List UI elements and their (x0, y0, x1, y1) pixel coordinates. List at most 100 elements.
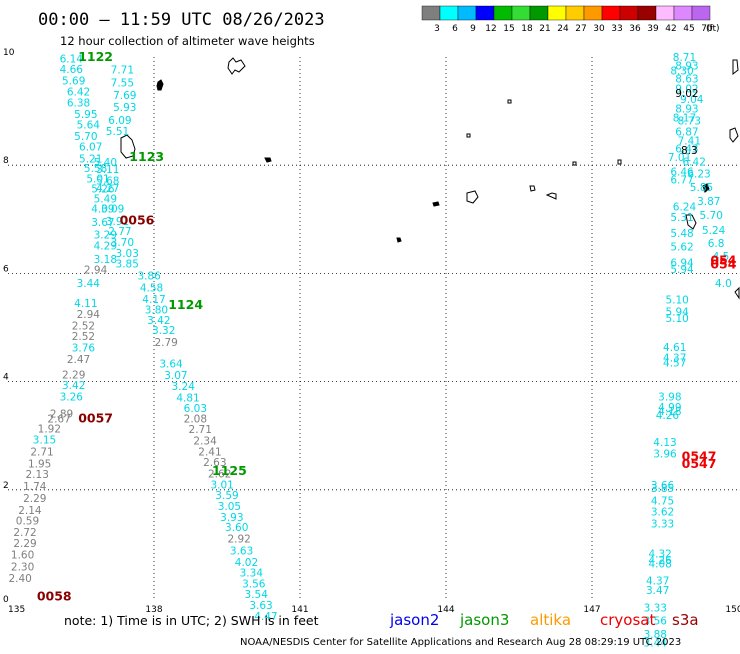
colorbar-unit: (ft) (706, 24, 720, 34)
swh-value: 3.60 (225, 522, 248, 534)
swh-value: 3.56 (644, 616, 668, 628)
swh-value: 5.21 (79, 154, 102, 166)
swh-value: 6.14 (60, 54, 84, 66)
swh-value: 6.24 (673, 201, 697, 213)
swh-value: 3.87 (697, 196, 720, 208)
island-outline (264, 157, 272, 163)
colorbar-swatch (655, 5, 675, 21)
satellite-legend-entry: cryosat (600, 611, 655, 629)
swh-value: 3.11 (96, 164, 119, 176)
swh-value: 3.76 (72, 343, 96, 355)
pass-label: 1125 (212, 463, 247, 478)
swh-value: 1.95 (28, 458, 51, 470)
swh-value: 3.07 (164, 370, 187, 382)
colorbar-swatch (673, 5, 693, 21)
chart-subtitle: 12 hour collection of altimeter wave hei… (60, 34, 315, 48)
swh-value: 4.27 (96, 183, 119, 195)
swh-value: 5.01 (86, 174, 109, 186)
coastline-outlines (120, 57, 740, 300)
swh-value: 3.26 (60, 392, 84, 404)
swh-value: 3.44 (644, 637, 668, 649)
swh-value: 9.02 (675, 88, 698, 100)
swh-value: 3.33 (644, 603, 667, 615)
swh-value: 2.92 (227, 533, 250, 545)
colorbar-label: 70 (701, 24, 713, 34)
swh-value: 1.92 (38, 424, 61, 436)
swh-value: 5.70 (74, 131, 97, 143)
swh-value: 3.98 (658, 392, 681, 404)
swh-value: 8.73 (678, 115, 701, 127)
swh-value: 4.13 (653, 437, 676, 449)
plot-grid: 135 138 141 144 147 150 0 2 4 6 8 10 (3, 48, 740, 615)
x-tick-label: 144 (437, 605, 454, 615)
swh-value: 6.94 (670, 258, 694, 270)
swh-value: 3.47 (646, 585, 669, 597)
swh-value: 7.01 (668, 152, 691, 164)
x-tick-label: 138 (145, 605, 162, 615)
swh-value: 3.01 (210, 479, 233, 491)
swh-value: 3.64 (159, 359, 183, 371)
x-tick-label: 147 (583, 605, 600, 615)
colorbar-label: 24 (557, 24, 569, 34)
swh-value: 3.93 (220, 512, 243, 524)
swh-value: 3.91 (106, 216, 129, 228)
colorbar-swatch (565, 5, 585, 21)
y-tick-label: 10 (3, 48, 15, 58)
swh-value: 6.42 (67, 87, 90, 99)
swh-value: 2.72 (13, 527, 36, 539)
island-outline (732, 59, 739, 76)
satellite-legend-entry: s3a (672, 611, 699, 629)
swh-value: 5.68 (96, 175, 119, 187)
swh-value: 9.02 (675, 83, 698, 95)
pass-label: 054 (710, 252, 736, 267)
swh-value: 3.29 (94, 229, 117, 241)
pass-label: 1122 (78, 49, 113, 64)
swh-value: 2.29 (62, 370, 85, 382)
swh-value: 2.40 (8, 573, 31, 585)
swh-value: 3.42 (147, 315, 170, 327)
swh-value: 6.03 (184, 403, 207, 415)
swh-value: 2.34 (193, 436, 217, 448)
swh-value: 5.26 (91, 183, 115, 195)
swh-value: 3.03 (116, 248, 139, 260)
swh-value: 8.63 (675, 74, 698, 86)
swh-value: 3.63 (230, 545, 253, 557)
swh-value: 3.18 (94, 254, 117, 266)
swh-value: 6.77 (670, 174, 693, 186)
swh-value: 4.58 (140, 282, 163, 294)
swh-value: 2.67 (47, 413, 70, 425)
swh-value: 5.10 (665, 313, 688, 325)
swh-value: 4.47 (254, 611, 277, 623)
pass-label: 054 (710, 257, 736, 272)
swh-value: 4.0 (715, 278, 732, 290)
colorbar-swatch (583, 5, 603, 21)
swh-value: 4.26 (656, 410, 680, 422)
colorbar-swatch (691, 5, 711, 21)
swh-value: 5.64 (77, 120, 101, 132)
island-outline (466, 133, 471, 138)
swh-value: 4.5 (713, 251, 730, 263)
swh-value: 8.93 (675, 61, 698, 73)
swh-value: 4.37 (663, 352, 686, 364)
island-outline (529, 185, 536, 192)
swh-value: 4.26 (648, 555, 672, 567)
swh-value: 5.69 (62, 75, 85, 87)
swh-value: 5.70 (700, 210, 723, 222)
swh-value: 3.63 (249, 600, 272, 612)
swh-value: 3.59 (215, 490, 238, 502)
swh-value: 2.62 (208, 469, 231, 481)
swh-value: 4.37 (646, 576, 669, 588)
swh-value: 4.66 (60, 64, 84, 76)
colorbar-swatch (619, 5, 639, 21)
colorbar-label: 18 (521, 24, 533, 34)
y-tick-label: 0 (3, 595, 9, 605)
swh-value: 8.93 (675, 103, 698, 115)
chart-title: 00:00 — 11:59 UTC 08/26/2023 (38, 10, 325, 30)
colorbar-label: 15 (503, 24, 514, 34)
swh-value: 6.07 (79, 141, 102, 153)
swh-value: 2.13 (26, 469, 49, 481)
swh-value: 8.3 (681, 145, 698, 157)
swh-value: 3.85 (651, 483, 674, 495)
colorbar-label: 27 (575, 24, 586, 34)
swh-value: 5.24 (702, 225, 726, 237)
